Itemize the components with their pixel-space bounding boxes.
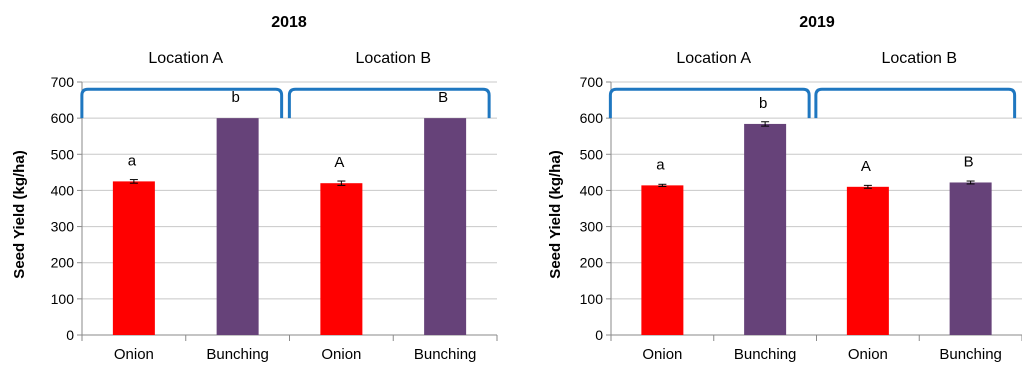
- y-tick-label: 0: [66, 327, 74, 343]
- category-label: Onion: [114, 346, 154, 363]
- significance-letter: B: [964, 153, 974, 170]
- y-tick-label: 400: [580, 182, 604, 198]
- group-label: Location B: [355, 50, 431, 67]
- y-tick-label: 700: [51, 74, 75, 90]
- chart-title: 2018: [271, 14, 307, 31]
- y-tick-label: 200: [580, 255, 604, 271]
- bar: [320, 183, 363, 335]
- chart-panel-2018: 2018 0 100 200 300 400 500 600 700 Seed Yield (kg…: [11, 14, 498, 363]
- significance-letter: b: [759, 95, 767, 112]
- group-label: Location B: [881, 50, 957, 67]
- significance-bracket: [287, 87, 491, 119]
- significance-bracket: [608, 87, 811, 119]
- y-tick-label: 400: [51, 182, 75, 198]
- significance-letter: a: [656, 156, 665, 173]
- significance-bracket: [80, 87, 284, 119]
- y-tick-label: 300: [51, 219, 75, 235]
- y-tick-label: 100: [580, 291, 604, 307]
- category-label: Onion: [321, 346, 361, 363]
- category-label: Onion: [642, 346, 682, 363]
- significance-bracket: [814, 87, 1017, 119]
- y-tick-label: 600: [51, 110, 75, 126]
- y-tick-label: 300: [580, 219, 604, 235]
- bar: [641, 185, 684, 335]
- y-tick-label: 500: [51, 146, 75, 162]
- significance-letter: B: [438, 89, 448, 106]
- category-label: Bunching: [734, 346, 797, 363]
- category-label: Bunching: [939, 346, 1002, 363]
- y-tick-label: 100: [51, 291, 75, 307]
- chart-panel-2019: 2019 0 100 200 300 400 500 600 700 Seed Yield (kg…: [547, 14, 1022, 363]
- significance-letter: a: [128, 152, 137, 169]
- chart-title: 2019: [799, 14, 835, 31]
- bar: [112, 181, 155, 335]
- significance-letter: A: [861, 158, 871, 175]
- bar: [216, 118, 259, 336]
- category-label: Bunching: [414, 346, 477, 363]
- y-tick-label: 500: [580, 146, 604, 162]
- bar: [949, 182, 992, 335]
- group-label: Location A: [676, 50, 751, 67]
- bar: [846, 186, 889, 335]
- group-label: Location A: [148, 50, 223, 67]
- y-tick-label: 600: [580, 110, 604, 126]
- y-tick-label: 200: [51, 255, 75, 271]
- category-label: Onion: [848, 346, 888, 363]
- significance-letter: b: [231, 89, 239, 106]
- y-tick-label: 0: [595, 327, 603, 343]
- y-tick-label: 700: [580, 74, 604, 90]
- significance-letter: A: [334, 154, 344, 171]
- bar: [424, 118, 467, 336]
- y-axis-label: Seed Yield (kg/ha): [547, 150, 564, 278]
- bar: [744, 123, 787, 335]
- category-label: Bunching: [206, 346, 269, 363]
- y-axis-label: Seed Yield (kg/ha): [11, 150, 28, 278]
